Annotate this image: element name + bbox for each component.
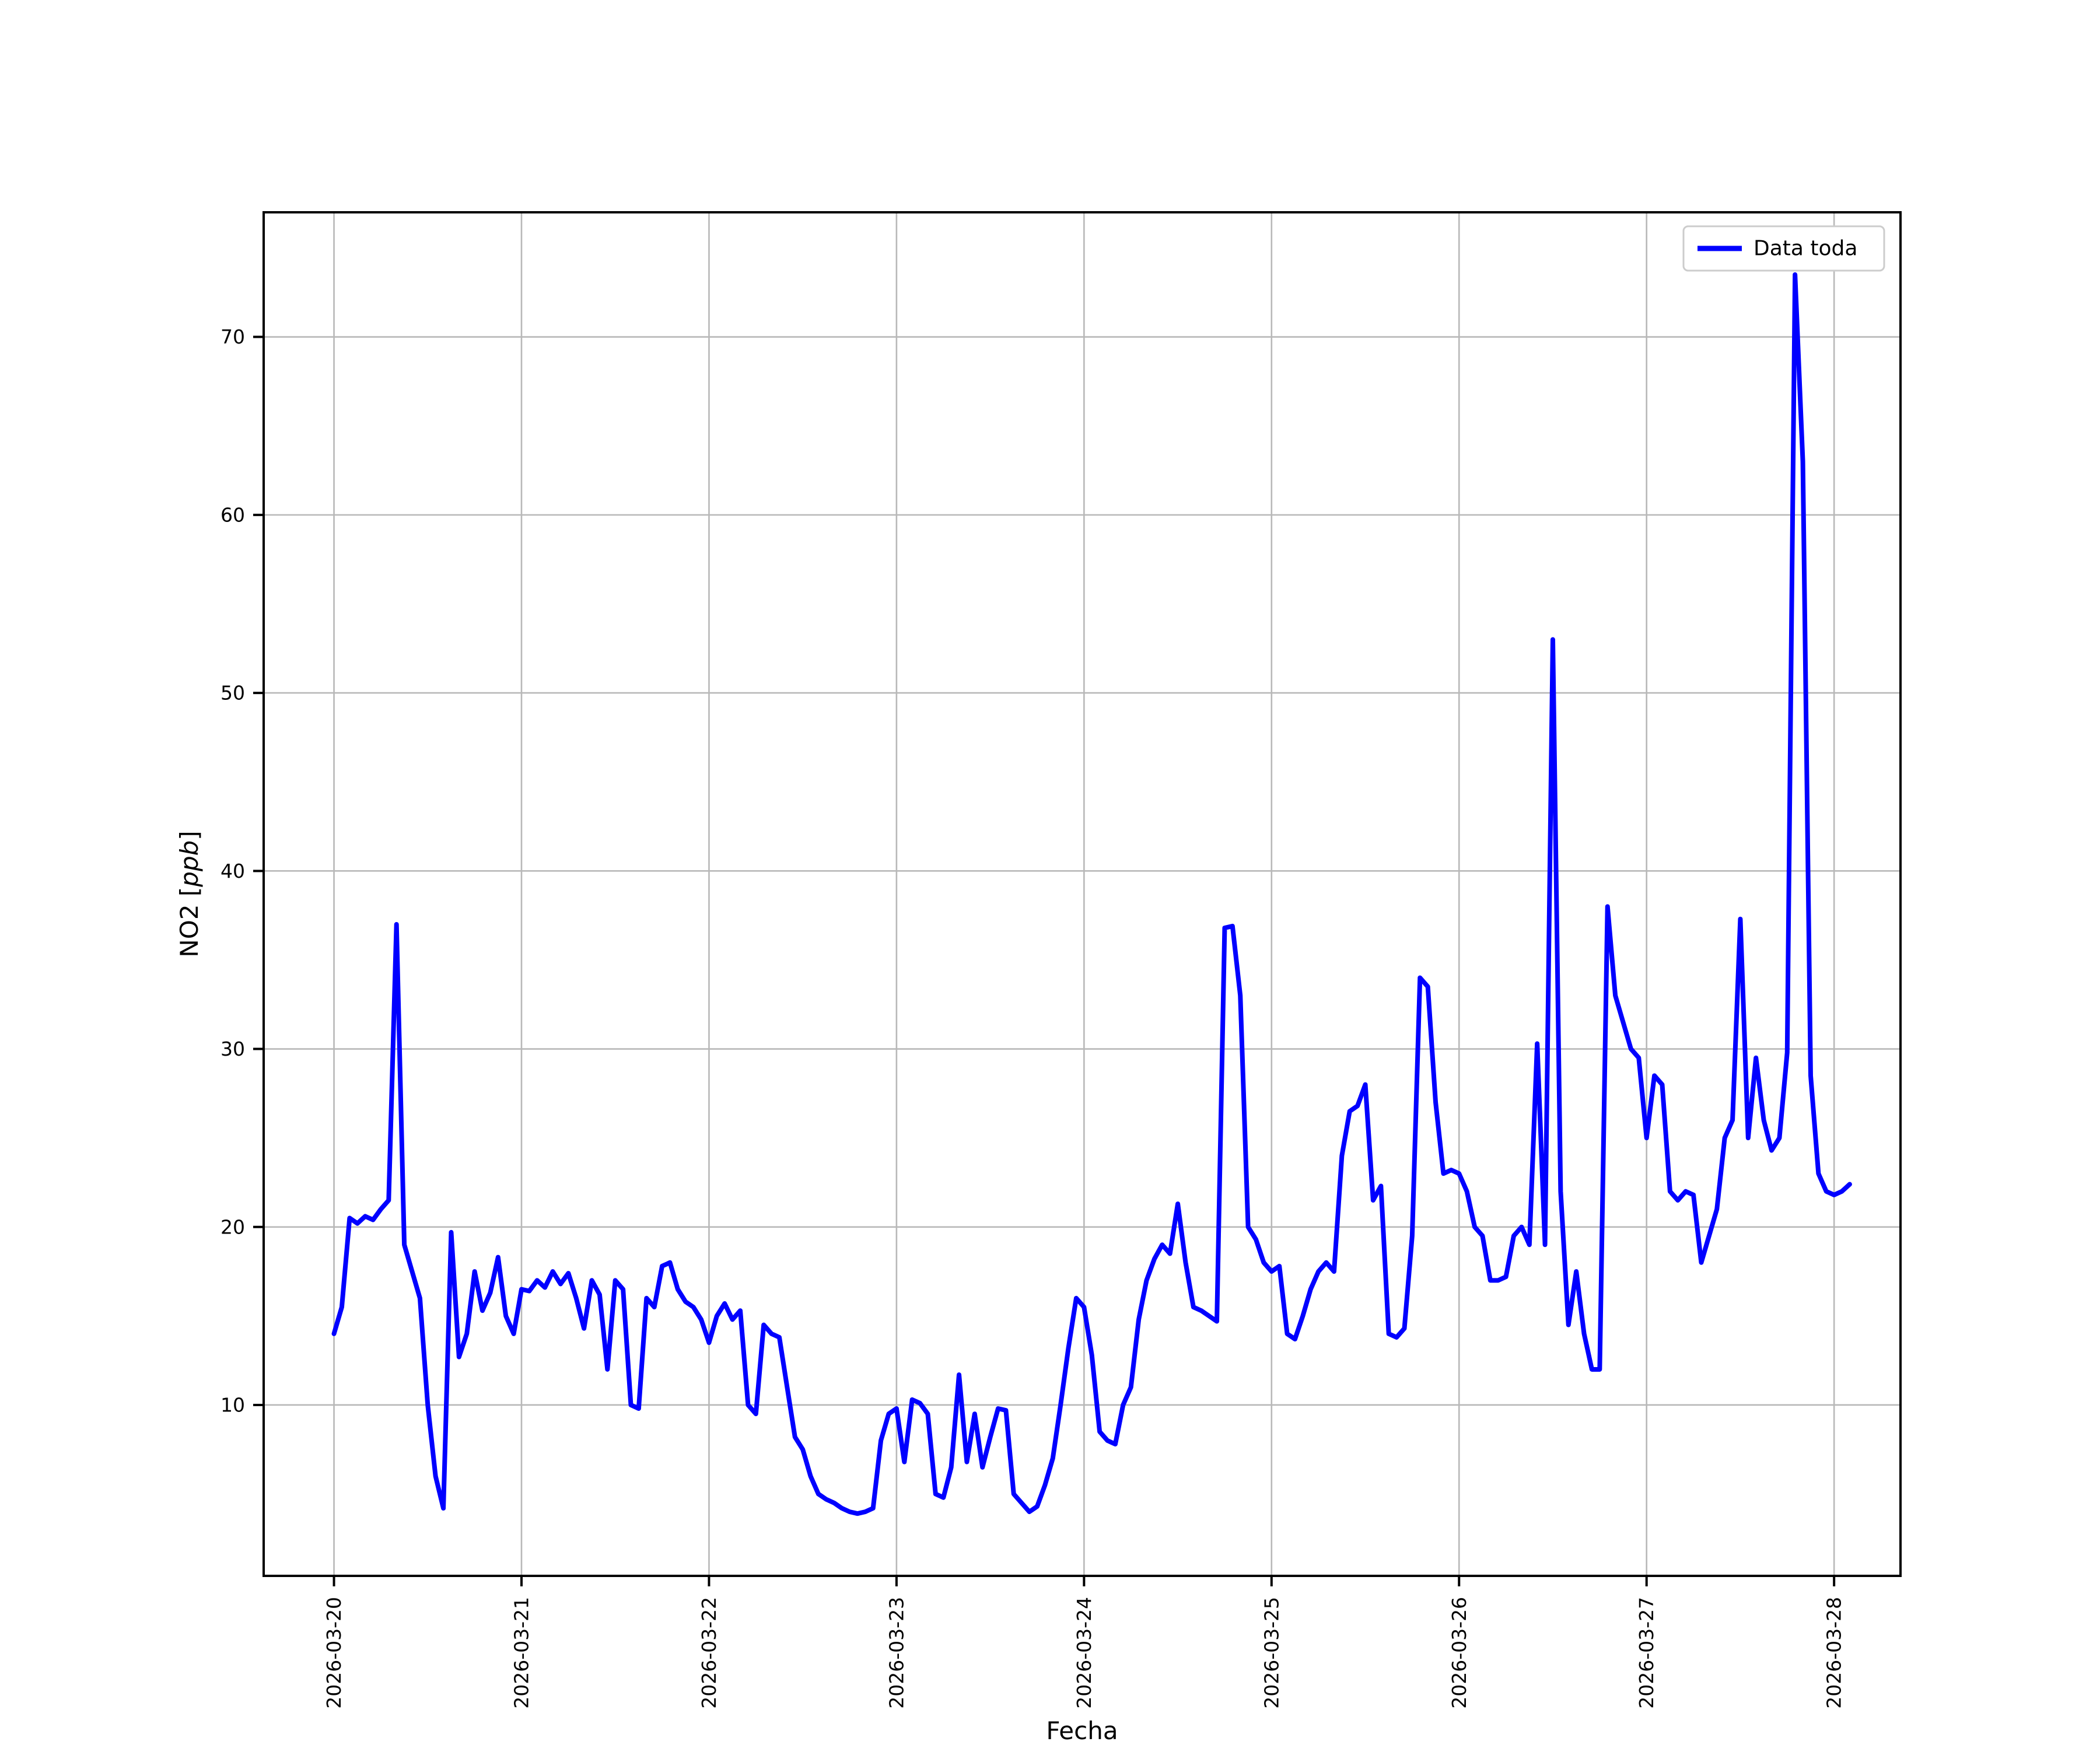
x-tick-label: 2026-03-28 [1823,1597,1846,1709]
y-tick-label: 30 [220,1038,245,1060]
x-tick-label: 2026-03-24 [1073,1597,1096,1709]
x-tick-label: 2026-03-25 [1260,1597,1283,1709]
legend: Data toda [1682,225,1885,272]
plot-area [264,212,1901,1576]
x-axis-label: Fecha [1046,1716,1118,1745]
x-tick-label: 2026-03-26 [1448,1597,1471,1709]
x-tick-label: 2026-03-23 [885,1597,908,1709]
y-tick-label: 40 [220,860,245,882]
x-tick-label: 2026-03-20 [323,1597,345,1709]
x-tick-label: 2026-03-27 [1635,1597,1658,1709]
y-tick-label: 10 [220,1393,245,1416]
x-tick-label: 2026-03-21 [510,1597,533,1709]
y-tick-label: 60 [220,503,245,526]
x-tick-label: 2026-03-22 [698,1597,720,1709]
y-tick-label: 50 [220,682,245,705]
legend-label: Data toda [1754,237,1857,261]
legend-box [1682,225,1885,272]
y-axis-label: NO2 [ppb] [175,831,204,957]
y-tick-label: 20 [220,1215,245,1238]
y-tick-label: 70 [220,325,245,348]
axes-spines [262,211,1902,1577]
data-series-line [331,272,1852,1516]
